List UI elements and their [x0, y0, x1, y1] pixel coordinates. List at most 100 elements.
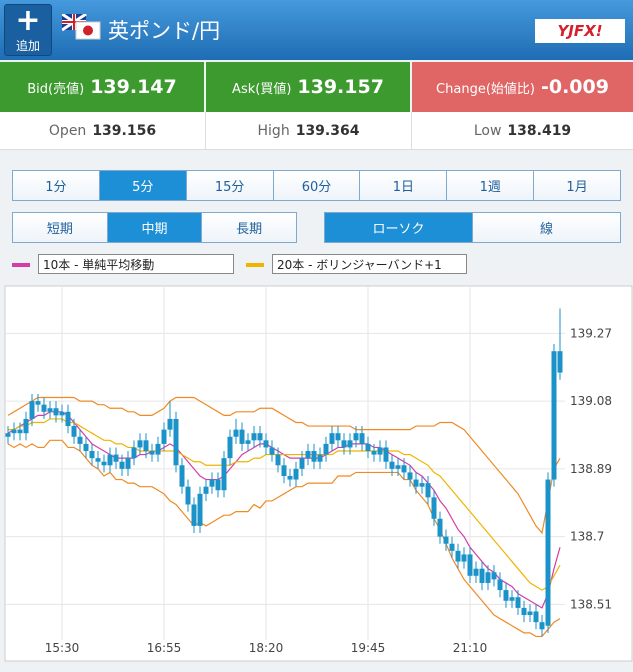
candle-body [539, 622, 545, 630]
ranges-button[interactable]: 短期 [12, 212, 108, 243]
candle-body [407, 472, 413, 480]
indicator-select[interactable]: 10本 - 単純平均移動 [38, 254, 234, 274]
quote-value: -0.009 [540, 76, 609, 98]
candle-body [317, 454, 323, 462]
x-tick-label: 21:10 [453, 641, 488, 655]
candle-body [167, 418, 173, 430]
candle-body [431, 497, 437, 519]
stat-cell: Low 138.419 [412, 112, 633, 150]
candle-body [185, 486, 191, 505]
candle-body [245, 440, 251, 444]
x-tick-label: 16:55 [147, 641, 182, 655]
indicator-swatch [246, 263, 264, 267]
candle-body [401, 465, 407, 473]
candle-body [353, 433, 359, 441]
candle-body [425, 483, 431, 498]
candle-body [335, 433, 341, 441]
candle-body [485, 572, 491, 583]
quote-value: 139.157 [297, 76, 384, 98]
candle-body [23, 418, 29, 434]
stat-value: 139.364 [295, 122, 360, 139]
candle-body [551, 351, 557, 480]
candle-body [359, 433, 365, 444]
x-tick-label: 19:45 [351, 641, 386, 655]
candle-body [53, 408, 59, 416]
candle-body [257, 433, 263, 441]
candle-body [251, 433, 257, 441]
periods-button[interactable]: 60分 [272, 170, 361, 201]
periods-button[interactable]: 15分 [185, 170, 274, 201]
x-tick-label: 18:20 [249, 641, 284, 655]
styles-button[interactable]: ローソク [324, 212, 473, 243]
candle-body [491, 572, 497, 580]
candle-body [509, 597, 515, 601]
indicator-line [8, 418, 561, 591]
candle-body [461, 554, 467, 562]
candle-body [131, 447, 137, 459]
quote-cell: Change(始値比) -0.009 [412, 62, 633, 112]
quote-label: Ask(買値) [232, 81, 292, 97]
candle-body [41, 404, 47, 412]
candle-body [533, 611, 539, 623]
ranges-button[interactable]: 中期 [106, 212, 203, 243]
quote-label: Change(始値比) [436, 81, 535, 97]
ranges-button[interactable]: 長期 [201, 212, 297, 243]
candle-body [227, 436, 233, 459]
header [0, 0, 633, 60]
candle-body [47, 408, 53, 412]
candle-body [281, 465, 287, 476]
y-tick-label: 138.7 [570, 530, 604, 544]
candle-body [473, 568, 479, 576]
candle-body [11, 429, 17, 434]
candle-body [83, 443, 89, 452]
candle-body [437, 518, 443, 537]
indicator-select[interactable]: 20本 - ボリンジャーバンド+1 [272, 254, 467, 274]
periods-button[interactable]: 5分 [98, 170, 187, 201]
candle-body [221, 458, 227, 491]
candle-body [35, 401, 41, 405]
stat-value: 138.419 [507, 122, 572, 139]
candle-body [275, 454, 281, 466]
candle-body [443, 536, 449, 544]
periods-button[interactable]: 1日 [359, 170, 448, 201]
periods-button[interactable]: 1分 [12, 170, 100, 201]
styles-button[interactable]: 線 [472, 212, 621, 243]
candle-body [95, 458, 101, 462]
candle-body [293, 468, 299, 480]
candle-body [215, 479, 221, 491]
periods-button[interactable]: 1月 [533, 170, 621, 201]
candle-body [521, 607, 527, 616]
candle-body [239, 429, 245, 444]
candle-body [497, 579, 503, 591]
logo: YJFX! [535, 19, 625, 43]
candle-body [377, 447, 383, 455]
candle-body [101, 461, 107, 466]
candle-body [203, 486, 209, 494]
candle-body [323, 443, 329, 455]
candle-body [179, 465, 185, 487]
candle-body [77, 436, 83, 444]
candle-body [527, 611, 533, 616]
periods-button[interactable]: 1週 [446, 170, 535, 201]
y-tick-label: 138.51 [570, 597, 612, 611]
candle-body [155, 443, 161, 455]
candle-body [503, 590, 509, 601]
stat-cell: Open 139.156 [0, 112, 206, 150]
stat-label: Open [48, 122, 87, 139]
y-tick-label: 139.27 [570, 326, 612, 340]
candle-body [329, 433, 335, 444]
candle-body [161, 429, 167, 444]
candle-body [395, 465, 401, 469]
candle-body [557, 351, 563, 373]
candle-body [305, 451, 311, 459]
candle-body [479, 568, 485, 583]
candle-body [173, 418, 179, 466]
candle-body [125, 458, 131, 469]
candle-body [17, 429, 23, 434]
indicator-swatch [12, 263, 30, 267]
candle-body [311, 451, 317, 462]
candle-body [137, 440, 143, 448]
add-button[interactable]: + 追加 [4, 4, 52, 56]
